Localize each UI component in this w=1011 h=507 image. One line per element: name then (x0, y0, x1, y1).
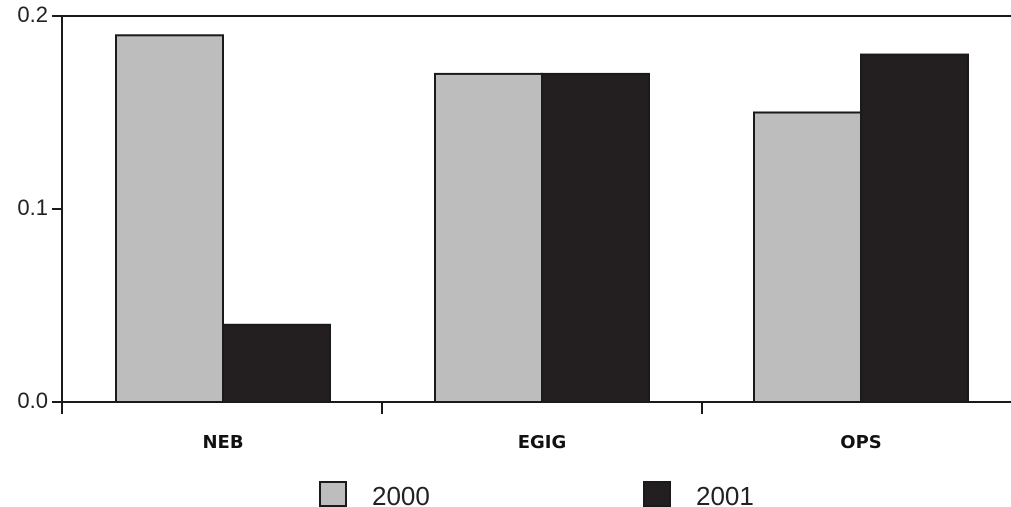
bar-2001-ops (860, 53, 969, 403)
bar-2001-neb (222, 323, 331, 403)
category-label: OPS (840, 432, 881, 453)
y-tick-label: 0.1 (17, 195, 48, 220)
bars (115, 34, 969, 404)
y-tick-label: 0.2 (17, 2, 48, 27)
bar-2000-neb (115, 34, 224, 404)
x-axis-ticks: NEB EGIG OPS (61, 402, 882, 453)
bar-2000-ops (753, 111, 862, 403)
legend-swatch (319, 481, 347, 507)
legend-label: 2000 (372, 481, 430, 507)
legend: 2000 2001 (319, 481, 754, 507)
bar-2001-egig (541, 72, 650, 404)
legend-label: 2001 (696, 481, 754, 507)
bar-2000-egig (434, 72, 543, 404)
category-label: NEB (202, 432, 243, 453)
y-axis-ticks: 0.0 0.1 0.2 (17, 2, 62, 413)
y-tick-label: 0.0 (17, 388, 48, 413)
legend-swatch (643, 481, 671, 507)
category-label: EGIG (518, 432, 567, 453)
